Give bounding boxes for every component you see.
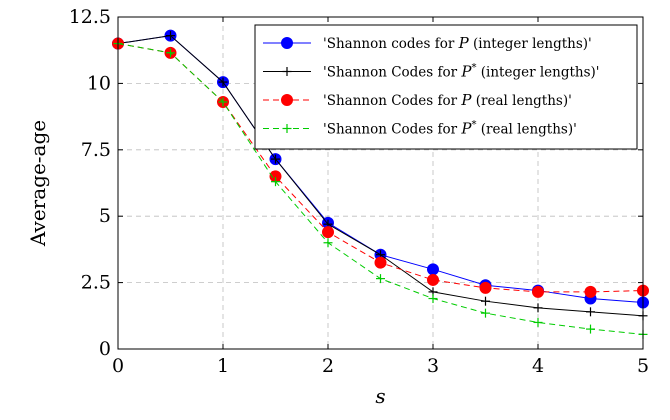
legend-box	[254, 24, 638, 150]
plot-frame	[117, 16, 644, 350]
data-point	[428, 294, 438, 304]
data-point	[586, 307, 595, 317]
data-point	[479, 281, 492, 294]
x-tick-label: 1	[217, 355, 229, 377]
data-point	[374, 256, 387, 269]
legend-entry: 'Shannon codes for P (integer lengths)'	[263, 34, 592, 52]
y-axis-label: Average-age	[26, 120, 50, 247]
legend-entry: 'Shannon Codes for P (real lengths)'	[263, 91, 572, 109]
y-tick-label: 10	[87, 72, 111, 94]
data-point	[282, 67, 292, 76]
x-tick-label: 5	[637, 355, 649, 377]
legend-label: 'Shannon Codes for P* (real lengths)'	[323, 120, 577, 138]
legend: 'Shannon codes for P (integer lengths)' '…	[254, 24, 638, 150]
legend-label: 'Shannon codes for P (integer lengths)'	[323, 34, 592, 52]
data-point	[584, 285, 597, 298]
x-tick-label: 4	[532, 355, 544, 377]
x-tick-label: 3	[427, 355, 439, 377]
y-tick-label: 2.5	[81, 272, 111, 294]
legend-label: 'Shannon Codes for P (real lengths)'	[323, 91, 572, 109]
data-point	[271, 177, 280, 187]
y-tick-label: 12.5	[69, 6, 111, 28]
y-tick-label: 5	[99, 205, 111, 227]
data-point	[166, 31, 175, 41]
x-axis-label: s	[375, 384, 385, 408]
data-point	[282, 124, 292, 133]
y-tick-label: 0	[99, 338, 111, 360]
data-point	[533, 303, 543, 313]
data-point	[532, 285, 544, 298]
legend-entry: 'Shannon Codes for P* (real lengths)'	[263, 120, 577, 138]
series-2	[113, 31, 648, 321]
x-tick-label: 2	[322, 355, 334, 377]
legend-entry: 'Shannon Codes for P* (integer lengths)'	[263, 63, 600, 81]
data-point	[376, 274, 385, 284]
x-tick-label: 0	[112, 355, 124, 377]
data-point	[322, 226, 334, 239]
data-point	[427, 273, 439, 286]
data-point	[533, 317, 543, 327]
data-point	[586, 324, 595, 334]
data-point	[271, 154, 280, 164]
data-point	[281, 94, 293, 106]
data-point	[281, 37, 293, 49]
data-point	[481, 308, 490, 318]
data-point	[218, 77, 228, 87]
data-point	[323, 238, 333, 248]
legend-label: 'Shannon Codes for P* (integer lengths)'	[323, 63, 600, 81]
axis-ticks: 0 1 2 3 4 5 0 2.5 5 7.5 10 12.5	[69, 6, 649, 377]
data-point	[218, 97, 228, 107]
data-point	[427, 263, 439, 276]
y-tick-label: 7.5	[81, 139, 111, 161]
data-point	[481, 296, 490, 306]
data-point	[166, 48, 175, 58]
